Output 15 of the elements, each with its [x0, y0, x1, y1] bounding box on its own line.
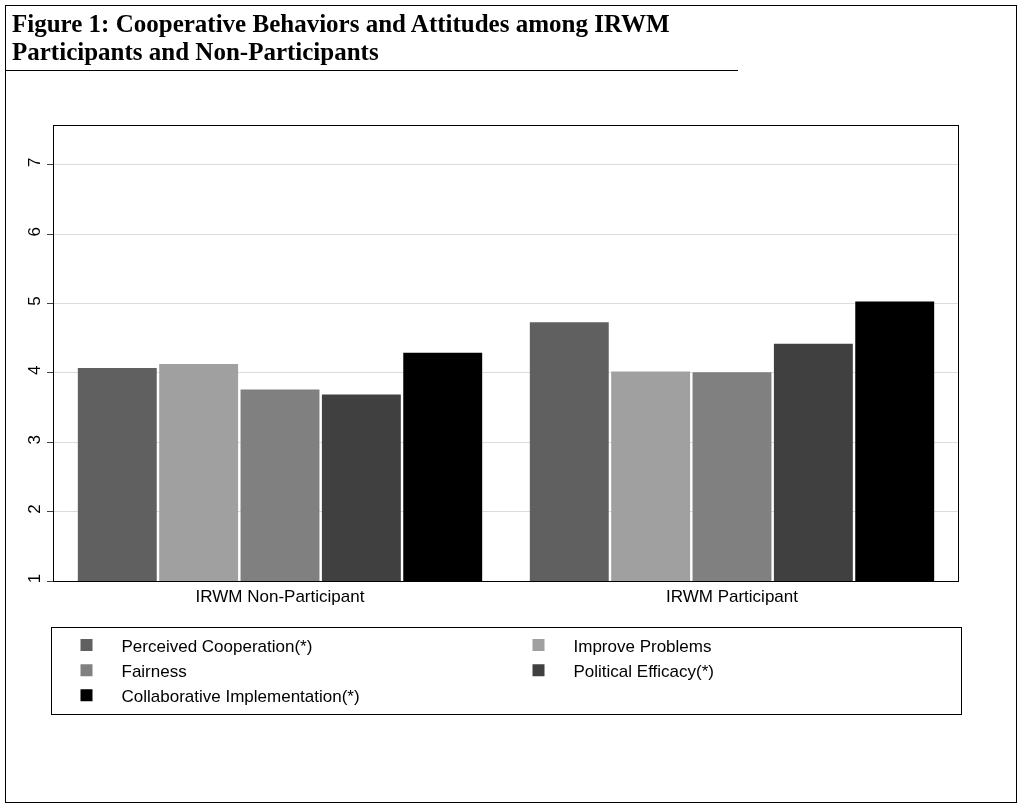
y-tick-label: 5	[25, 296, 45, 306]
y-tick-label: 2	[25, 504, 45, 514]
x-tick-label: IRWM Participant	[666, 587, 799, 607]
legend-label: Collaborative Implementation(*)	[121, 686, 360, 706]
y-tick-label: 7	[25, 157, 45, 168]
x-tick-label: IRWM Non-Participant	[195, 587, 365, 607]
legend-label: Perceived Cooperation(*)	[121, 636, 313, 656]
y-tick-label: 1	[25, 573, 45, 584]
y-tick-label: 6	[25, 226, 45, 237]
chart-title: Figure 1: Cooperative Behaviors and Attitudes among IRWM Participants and Non-Participants	[6, 6, 738, 71]
y-tick-label: 4	[25, 365, 45, 376]
y-tick-label: 3	[25, 435, 45, 445]
legend-label: Fairness	[121, 661, 187, 681]
legend-label: Political Efficacy(*)	[573, 661, 714, 681]
legend-label: Improve Problems	[573, 636, 712, 656]
